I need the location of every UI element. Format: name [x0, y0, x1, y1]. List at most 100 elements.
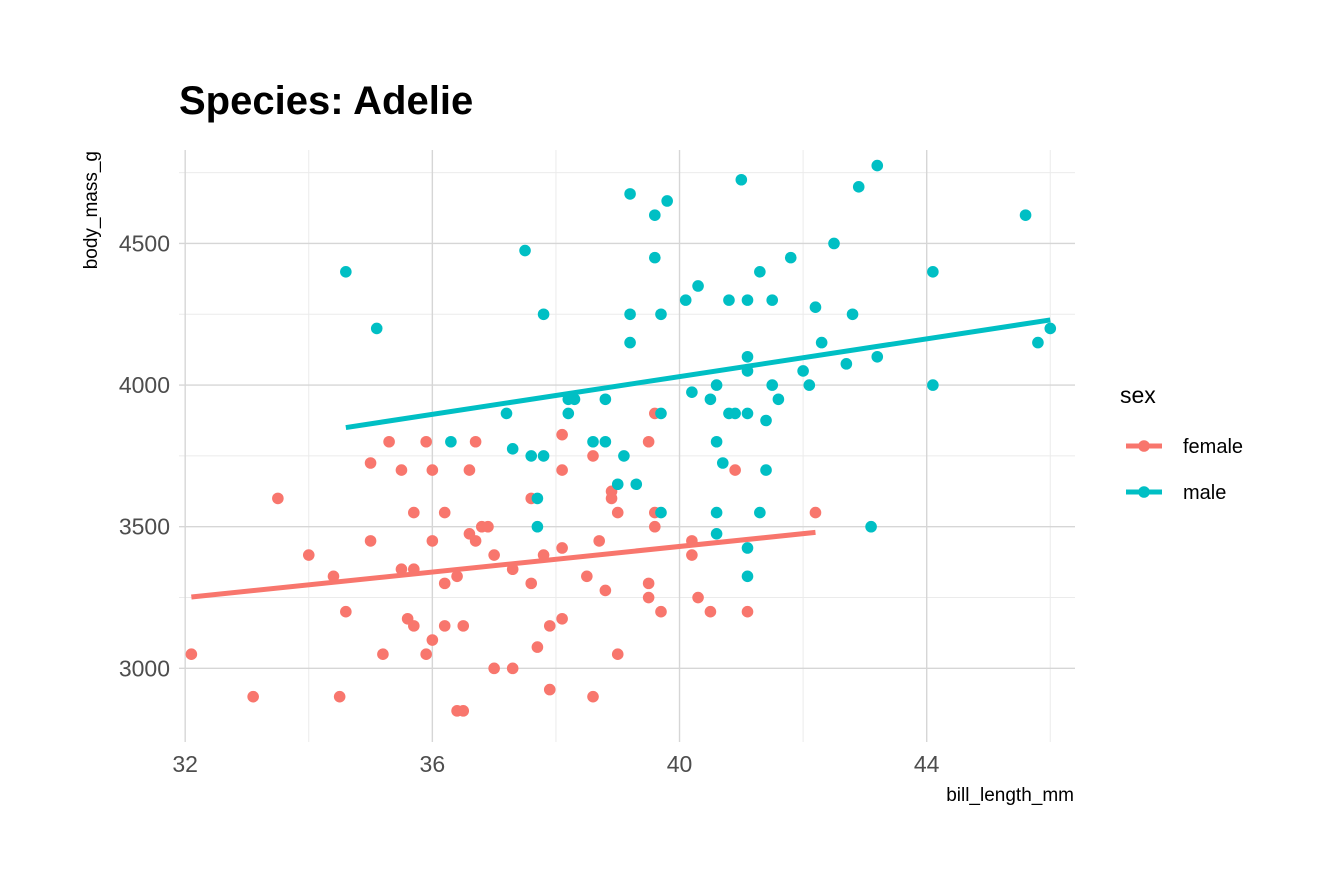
data-point-female — [605, 492, 618, 505]
data-point-male — [599, 435, 612, 448]
data-point-female — [525, 577, 538, 590]
data-point-male — [729, 407, 741, 420]
data-point-male — [710, 379, 723, 391]
chart-title: Species: Adelie — [179, 79, 473, 123]
data-point-male — [772, 393, 785, 406]
data-point-female — [556, 542, 568, 554]
data-points — [185, 159, 1057, 717]
data-point-female — [364, 457, 377, 469]
data-point-male — [686, 386, 698, 398]
data-point-male — [599, 393, 612, 406]
data-point-female — [587, 450, 599, 462]
data-point-male — [741, 294, 754, 306]
data-point-male — [741, 350, 754, 363]
data-point-female — [506, 563, 519, 576]
legend-label-male: male — [1183, 482, 1226, 504]
data-point-male — [655, 506, 667, 519]
data-point-male — [506, 443, 519, 455]
data-point-female — [457, 620, 470, 632]
data-point-female — [587, 690, 599, 703]
trend-line-female — [191, 529, 816, 600]
data-point-female — [642, 591, 655, 604]
data-point-female — [556, 428, 568, 441]
data-point-female — [469, 435, 482, 448]
data-point-female — [488, 662, 500, 675]
legend-entries: female male — [1126, 436, 1243, 504]
x-tick-label: 32 — [172, 751, 198, 777]
data-point-female — [611, 648, 624, 660]
data-point-female — [408, 620, 420, 632]
data-point-male — [500, 407, 513, 420]
data-point-female — [340, 605, 352, 618]
data-point-male — [611, 478, 624, 491]
data-point-male — [735, 173, 748, 186]
data-point-male — [871, 350, 884, 363]
data-point-female — [327, 570, 340, 583]
data-point-female — [364, 535, 377, 547]
data-point-female — [543, 683, 556, 696]
data-point-female — [302, 549, 315, 561]
data-point-male — [1019, 209, 1032, 221]
data-point-female — [408, 563, 420, 576]
data-point-female — [463, 464, 476, 476]
data-point-male — [624, 336, 636, 349]
data-point-female — [438, 577, 451, 590]
legend-title: sex — [1120, 382, 1156, 408]
x-axis-label: bill_length_mm — [946, 785, 1074, 806]
data-point-male — [624, 308, 636, 321]
data-point-male — [710, 528, 723, 540]
plot-grid — [179, 150, 1075, 742]
data-point-male — [525, 450, 538, 462]
data-point-male — [655, 407, 667, 420]
data-point-female — [451, 570, 463, 583]
data-point-male — [803, 379, 816, 391]
data-point-female — [488, 549, 500, 561]
y-axis-label: body_mass_g — [81, 151, 102, 269]
data-point-male — [760, 414, 772, 427]
trend-line-male — [345, 317, 1051, 431]
data-point-male — [568, 393, 581, 406]
data-point-female — [426, 464, 439, 476]
data-point-male — [537, 308, 550, 321]
data-point-male — [754, 265, 766, 278]
data-point-female — [457, 705, 470, 717]
data-point-female — [611, 506, 624, 519]
data-point-male — [562, 407, 575, 420]
y-tick-label: 4000 — [119, 372, 170, 398]
data-point-female — [408, 506, 420, 519]
data-point-male — [587, 435, 599, 448]
data-point-male — [710, 435, 723, 448]
data-point-female — [686, 535, 698, 547]
data-point-male — [760, 464, 772, 476]
data-point-female — [741, 605, 754, 618]
data-point-male — [927, 379, 939, 391]
x-tick-label: 36 — [420, 751, 446, 777]
data-point-male — [797, 365, 809, 377]
data-point-female — [531, 641, 544, 653]
data-point-male — [370, 322, 383, 335]
data-point-male — [710, 506, 723, 519]
data-point-male — [754, 506, 766, 519]
y-tick-label: 4500 — [119, 230, 170, 256]
data-point-male — [679, 294, 692, 306]
data-point-male — [661, 195, 673, 207]
data-point-male — [704, 393, 717, 406]
data-point-male — [766, 294, 779, 306]
data-point-female — [556, 612, 568, 625]
data-point-female — [599, 584, 612, 597]
data-point-male — [649, 251, 661, 264]
data-point-female — [482, 520, 494, 533]
data-point-male — [531, 520, 544, 533]
trend-lines — [191, 317, 1051, 600]
data-point-male — [655, 308, 667, 321]
x-tick-label: 40 — [667, 751, 693, 777]
data-point-female — [655, 605, 667, 618]
y-tick-label: 3000 — [119, 655, 170, 681]
data-point-male — [519, 244, 531, 257]
data-point-male — [716, 457, 729, 469]
data-point-male — [852, 181, 865, 193]
data-point-male — [784, 251, 797, 264]
data-point-female — [556, 464, 568, 476]
data-point-male — [865, 520, 877, 533]
data-point-female — [395, 464, 408, 476]
